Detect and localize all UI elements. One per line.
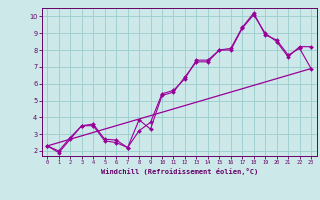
X-axis label: Windchill (Refroidissement éolien,°C): Windchill (Refroidissement éolien,°C) [100, 168, 258, 175]
